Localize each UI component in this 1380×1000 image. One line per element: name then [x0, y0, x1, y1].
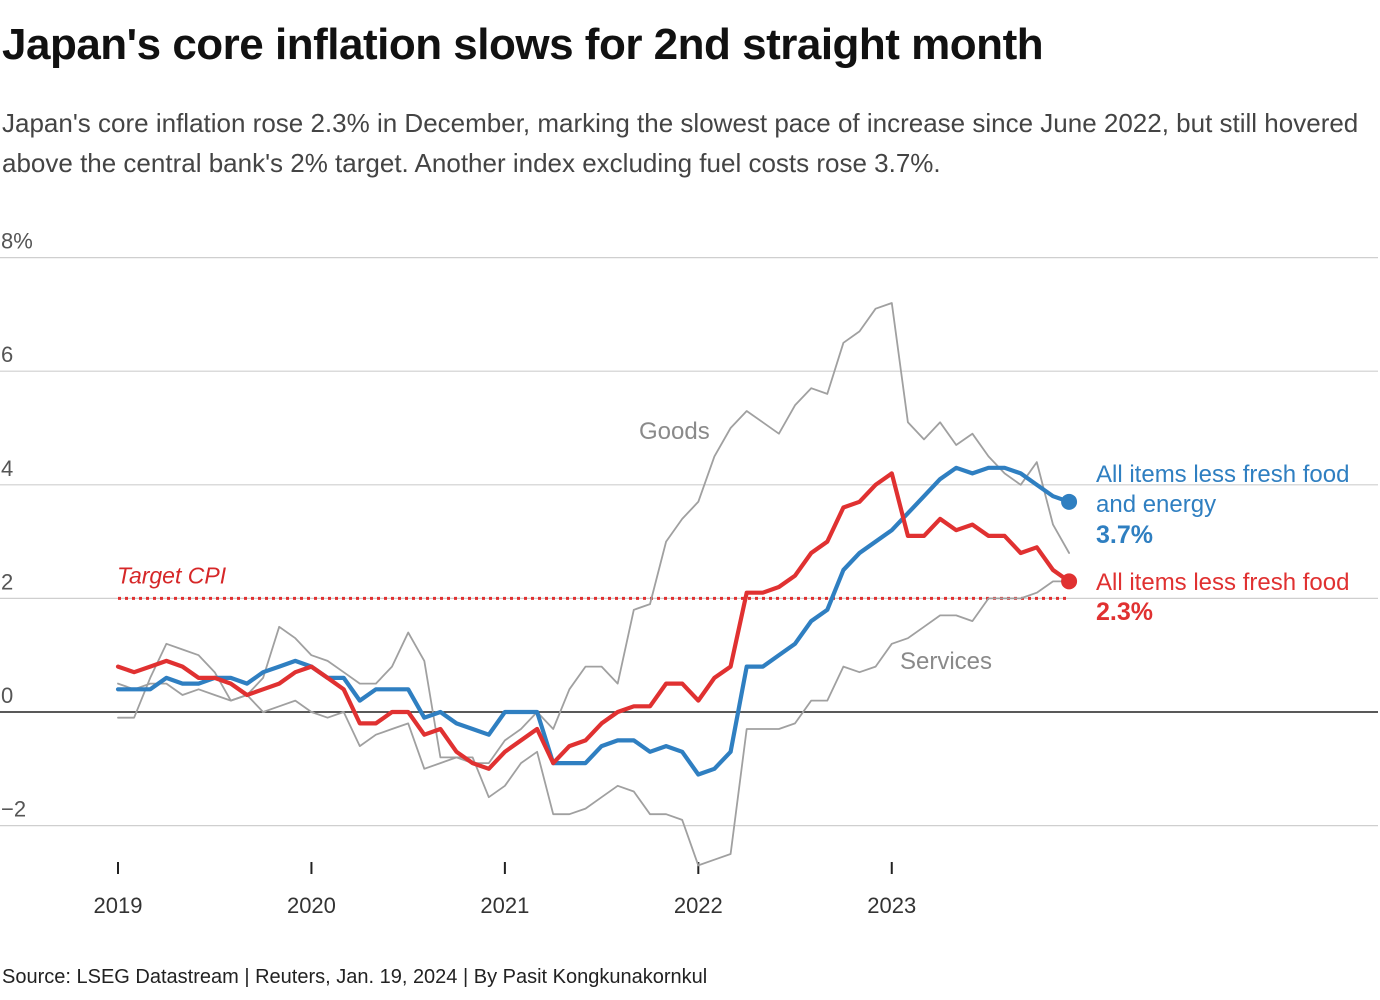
end-marker-core — [1061, 573, 1078, 590]
series-line-all-items-less-fresh-food-and-energy — [115, 465, 1072, 777]
chart-title: Japan's core inflation slows for 2nd str… — [2, 20, 1044, 69]
y-tick-label: −2 — [1, 797, 26, 822]
x-axis: 2019 2020 2021 2022 2023 — [94, 862, 916, 918]
x-tick-label: 2020 — [287, 893, 336, 918]
y-tick-label: 4 — [1, 456, 13, 481]
y-tick-label: 8% — [1, 229, 33, 254]
core-core-label-line1: All items less fresh food — [1096, 461, 1349, 488]
end-marker-core-core — [1061, 493, 1078, 510]
y-tick-label: 2 — [1, 569, 13, 594]
chart-subtitle: Japan's core inflation rose 2.3% in Dece… — [2, 108, 1359, 178]
core-end-value: 2.3% — [1096, 598, 1153, 626]
core-core-label-line2: and energy — [1096, 491, 1216, 518]
x-tick-label: 2021 — [480, 893, 529, 918]
series-line-goods — [117, 580, 1070, 867]
gridlines: 8% 6 4 2 0 −2 — [0, 229, 1378, 827]
x-tick-label: 2019 — [94, 893, 143, 918]
x-tick-label: 2023 — [867, 893, 916, 918]
source-footer: Source: LSEG Datastream | Reuters, Jan. … — [2, 966, 708, 988]
series-lines — [115, 302, 1078, 867]
target-cpi-label: Target CPI — [117, 562, 227, 588]
goods-label: Goods — [639, 418, 710, 445]
core-label: All items less fresh food — [1096, 569, 1349, 596]
core-core-end-value: 3.7% — [1096, 521, 1153, 549]
annotations: Target CPI Goods Services All items less… — [117, 418, 1349, 675]
y-tick-label: 0 — [1, 683, 13, 708]
series-line-all-items-less-fresh-food — [115, 471, 1072, 771]
series-line-services — [117, 302, 1070, 770]
y-tick-label: 6 — [1, 342, 13, 367]
line-chart: 8% 6 4 2 0 −2 2019 2020 2021 2022 2023 Target CPI… — [0, 229, 1378, 918]
services-label: Services — [900, 648, 992, 675]
x-tick-label: 2022 — [674, 893, 723, 918]
